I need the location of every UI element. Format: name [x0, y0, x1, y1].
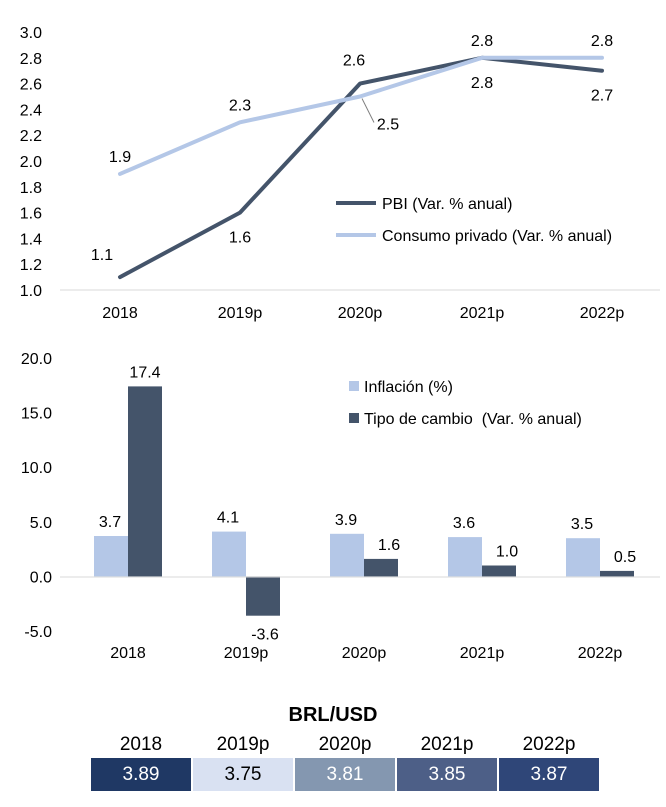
brl-usd-table: BRL/USD 2018 2019p 2020p 2021p 2022p 3.89 3.7…	[0, 700, 666, 807]
data-labels: 1.1 1.6 2.6 2.8 2.7 1.9 2.3 2.5 2.8 2.8	[91, 33, 613, 264]
legend: PBI (Var. % anual) Consumo privado (Var.…	[336, 196, 612, 245]
pbi-data-label: 1.6	[229, 230, 251, 247]
legend-label-inflacion: Inflación (%)	[364, 379, 453, 396]
tipo-cambio-bar	[246, 576, 280, 616]
consumo-data-label: 2.8	[471, 33, 493, 50]
y-tick-label: 3.0	[20, 25, 42, 42]
x-tick-label: 2021p	[460, 645, 505, 662]
legend-label-pbi: PBI (Var. % anual)	[382, 196, 512, 213]
y-tick-label: 1.8	[20, 180, 42, 197]
x-tick-label: 2018	[110, 645, 146, 662]
inflacion-bar	[448, 537, 482, 577]
x-tick-label: 2020p	[338, 305, 383, 322]
y-axis-ticks: 1.0 1.2 1.4 1.6 1.8 2.0 2.2 2.4 2.6 2.8 3.0	[20, 25, 42, 300]
y-tick-label: 15.0	[21, 406, 52, 423]
tipo-cambio-bar	[600, 570, 634, 577]
legend-swatch-tipo-cambio	[349, 413, 359, 423]
bar-chart: -5.0 0.0 5.0 10.0 15.0 20.0 3.7 17.4 4.1 -3.6 3.9…	[21, 351, 660, 662]
y-tick-label: -5.0	[24, 624, 52, 641]
consumo-data-label: 2.3	[229, 97, 251, 114]
table-value-cell: 3.75	[193, 758, 293, 791]
bars	[94, 386, 634, 616]
y-tick-label: 1.2	[20, 257, 42, 274]
table-year-header: 2018	[119, 734, 163, 755]
inflacion-data-label: 3.7	[99, 514, 121, 531]
pbi-data-label: 2.6	[343, 53, 365, 70]
tipo-cambio-data-label: 1.0	[496, 543, 518, 560]
legend-label-consumo: Consumo privado (Var. % anual)	[382, 228, 612, 245]
table-year-header: 2022p	[522, 734, 576, 755]
x-tick-label: 2022p	[580, 305, 625, 322]
inflacion-data-label: 3.9	[335, 512, 357, 529]
legend-label-tipo-cambio: Tipo de cambio (Var. % anual)	[364, 411, 582, 428]
inflacion-data-label: 3.6	[453, 515, 475, 532]
y-axis-ticks: -5.0 0.0 5.0 10.0 15.0 20.0	[21, 351, 52, 641]
consumo-data-label: 2.5	[377, 117, 399, 134]
y-tick-label: 2.4	[20, 102, 42, 119]
x-tick-label: 2019p	[218, 305, 263, 322]
y-tick-label: 2.6	[20, 77, 42, 94]
table-value-cell: 3.81	[295, 758, 395, 791]
consumo-data-label: 1.9	[109, 149, 131, 166]
legend: Inflación (%) Tipo de cambio (Var. % anu…	[349, 379, 582, 428]
y-tick-label: 5.0	[30, 515, 52, 532]
pbi-data-label: 1.1	[91, 247, 113, 264]
label-leader-line	[361, 98, 375, 123]
consumo-data-label: 2.8	[591, 33, 613, 50]
x-tick-label: 2021p	[460, 305, 505, 322]
tipo-cambio-data-label: -3.6	[251, 627, 279, 644]
y-tick-label: 1.4	[20, 231, 42, 248]
y-tick-label: 1.0	[20, 283, 42, 300]
series-lines	[118, 55, 604, 280]
inflacion-data-label: 4.1	[217, 510, 239, 527]
x-axis-ticks: 2018 2019p 2020p 2021p 2022p	[110, 645, 622, 662]
data-labels: 3.7 17.4 4.1 -3.6 3.9 1.6 3.6 1.0 3.5 0.5	[99, 364, 636, 643]
y-tick-label: 1.6	[20, 206, 42, 223]
pbi-data-label: 2.8	[471, 75, 493, 92]
x-tick-label: 2018	[102, 305, 138, 322]
pbi-data-label: 2.7	[591, 88, 613, 105]
table-value-cell: 3.85	[397, 758, 497, 791]
table-value-cell: 3.89	[91, 758, 191, 791]
y-tick-label: 2.0	[20, 154, 42, 171]
inflacion-bar	[330, 533, 364, 577]
y-tick-label: 10.0	[21, 460, 52, 477]
pbi-line	[118, 55, 604, 280]
tipo-cambio-bar	[128, 386, 162, 577]
table-year-header: 2021p	[420, 734, 474, 755]
y-tick-label: 20.0	[21, 351, 52, 368]
tipo-cambio-data-label: 17.4	[129, 364, 160, 381]
table-value-cell: 3.87	[499, 758, 599, 791]
x-axis-ticks: 2018 2019p 2020p 2021p 2022p	[102, 305, 624, 322]
tipo-cambio-data-label: 1.6	[378, 537, 400, 554]
tipo-cambio-bar	[482, 565, 516, 577]
table-year-header: 2020p	[318, 734, 372, 755]
y-tick-label: 0.0	[30, 569, 52, 586]
inflacion-data-label: 3.5	[571, 516, 593, 533]
line-chart: 1.01.21.41.61.82.02.22.42.62.83.0 2018 20…	[20, 25, 660, 322]
x-tick-label: 2022p	[578, 645, 623, 662]
table-title: BRL/USD	[288, 704, 378, 726]
inflacion-bar	[566, 538, 600, 577]
consumo-privado-line	[118, 55, 604, 176]
tipo-cambio-data-label: 0.5	[614, 549, 636, 566]
inflacion-bar	[94, 536, 128, 577]
x-tick-label: 2020p	[342, 645, 387, 662]
inflacion-bar	[212, 531, 246, 577]
legend-swatch-inflacion	[349, 381, 359, 391]
x-tick-label: 2019p	[224, 645, 269, 662]
tipo-cambio-bar	[364, 558, 398, 577]
table-year-header: 2019p	[216, 734, 270, 755]
y-tick-label: 2.8	[20, 51, 42, 68]
y-tick-label: 2.2	[20, 128, 42, 145]
